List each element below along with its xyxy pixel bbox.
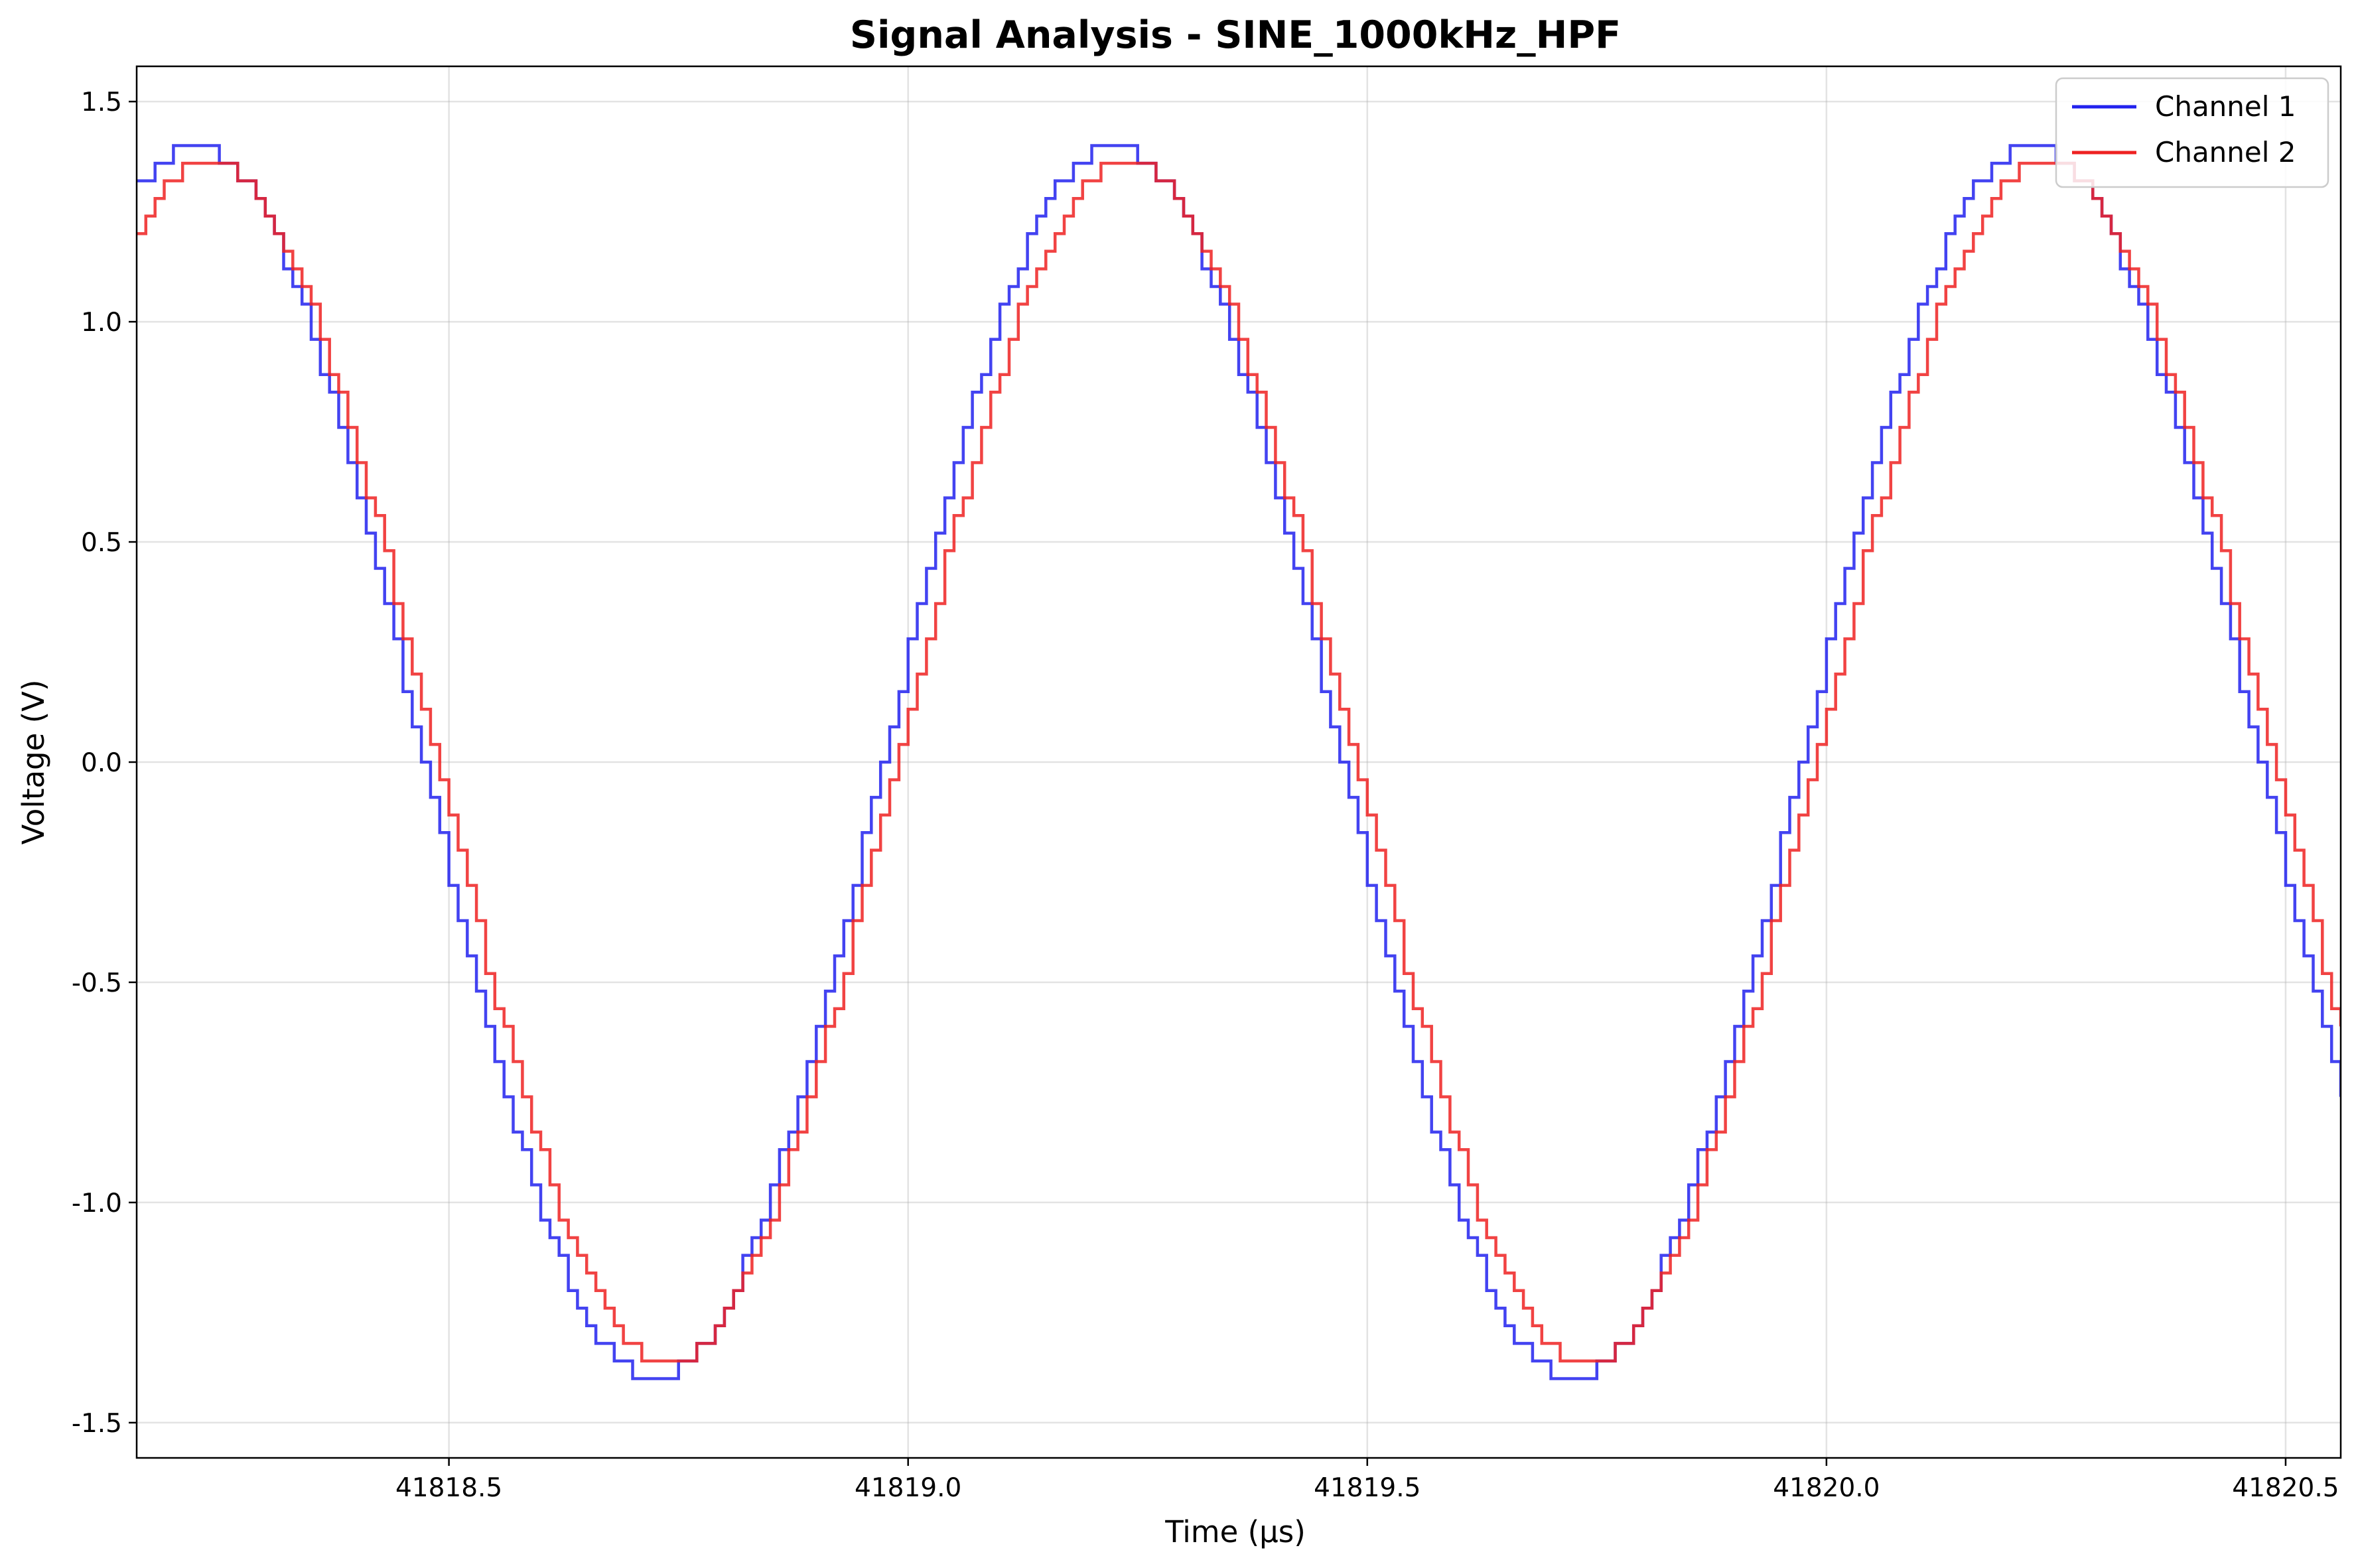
y-tick-label: -0.5 (72, 968, 122, 998)
legend: Channel 1 Channel 2 (2055, 77, 2329, 188)
y-tick-label: -1.0 (72, 1189, 122, 1218)
y-axis-label: Voltage (V) (16, 680, 51, 845)
x-tick-label: 41819.0 (855, 1473, 961, 1503)
x-tick-label: 41820.0 (1773, 1473, 1880, 1503)
x-tick-label: 41818.5 (395, 1473, 502, 1503)
y-tick-label: 1.5 (81, 88, 122, 117)
grid (137, 66, 2341, 1458)
series-line-channel-1 (137, 144, 2341, 1380)
series-line-channel-2 (137, 161, 2341, 1363)
y-tick-label: 1.0 (81, 308, 122, 338)
x-tick-label: 41819.5 (1314, 1473, 1421, 1503)
y-tick-label: 0.5 (81, 528, 122, 558)
x-axis-label: Time (µs) (1164, 1514, 1306, 1549)
x-axis: 41818.5 41819.0 41819.5 41820.0 41820.5 (395, 1458, 2339, 1503)
series-group (137, 144, 2341, 1380)
y-axis: -1.5 -1.0 -0.5 0.0 0.5 1.0 1.5 (72, 88, 137, 1439)
y-tick-label: 0.0 (81, 748, 122, 778)
chart-title: Signal Analysis - SINE_1000kHz_HPF (850, 13, 1621, 57)
legend-label-channel-2: Channel 2 (2155, 136, 2296, 168)
legend-label-channel-1: Channel 1 (2155, 90, 2296, 123)
y-tick-label: -1.5 (72, 1409, 122, 1439)
x-tick-label: 41820.5 (2232, 1473, 2339, 1503)
